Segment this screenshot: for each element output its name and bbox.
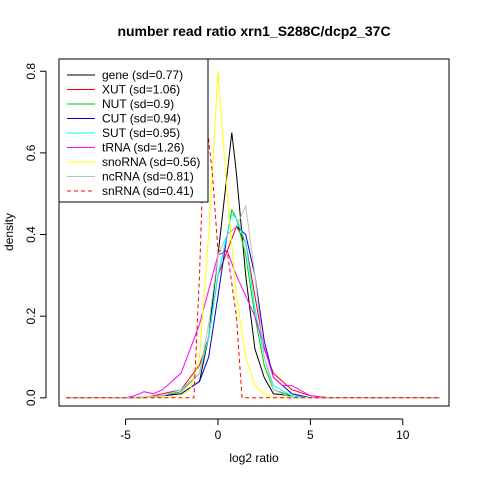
y-tick-label: 0.4 <box>24 226 38 243</box>
x-tick-label: 10 <box>396 428 410 442</box>
series-line-6 <box>66 71 440 399</box>
y-tick-label: 0.6 <box>24 144 38 161</box>
x-tick-label: 0 <box>215 428 222 442</box>
legend-box <box>58 58 209 203</box>
legend-label-5: tRNA (sd=1.26) <box>102 141 184 155</box>
legend-label-6: snoRNA (sd=0.56) <box>102 155 200 169</box>
x-tick-label: -5 <box>120 428 131 442</box>
plot-frame <box>58 58 450 407</box>
legend: gene (sd=0.77)XUT (sd=1.06)NUT (sd=0.9)C… <box>58 58 209 203</box>
y-axis: 0.0 0.2 0.4 0.6 0.8 <box>24 63 47 406</box>
x-axis-label: log2 ratio <box>229 451 279 465</box>
chart-title: number read ratio xrn1_S288C/dcp2_37C <box>117 23 390 39</box>
series-line-5 <box>66 250 440 399</box>
x-axis: -5 0 5 10 <box>120 418 410 442</box>
plot-layer <box>66 71 440 399</box>
series-line-1 <box>66 225 440 399</box>
y-tick-label: 0.8 <box>24 63 38 80</box>
x-tick-label: 5 <box>307 428 314 442</box>
series-line-7 <box>66 204 440 399</box>
legend-label-2: NUT (sd=0.9) <box>102 97 174 111</box>
y-axis-label: density <box>2 213 16 251</box>
legend-label-3: CUT (sd=0.94) <box>102 112 181 126</box>
y-tick-label: 0.0 <box>24 389 38 406</box>
legend-label-0: gene (sd=0.77) <box>102 68 183 82</box>
legend-label-7: ncRNA (sd=0.81) <box>102 170 194 184</box>
legend-label-8: snRNA (sd=0.41) <box>102 184 194 198</box>
legend-label-1: XUT (sd=1.06) <box>102 83 180 97</box>
legend-label-4: SUT (sd=0.95) <box>102 126 180 140</box>
y-tick-label: 0.2 <box>24 308 38 325</box>
